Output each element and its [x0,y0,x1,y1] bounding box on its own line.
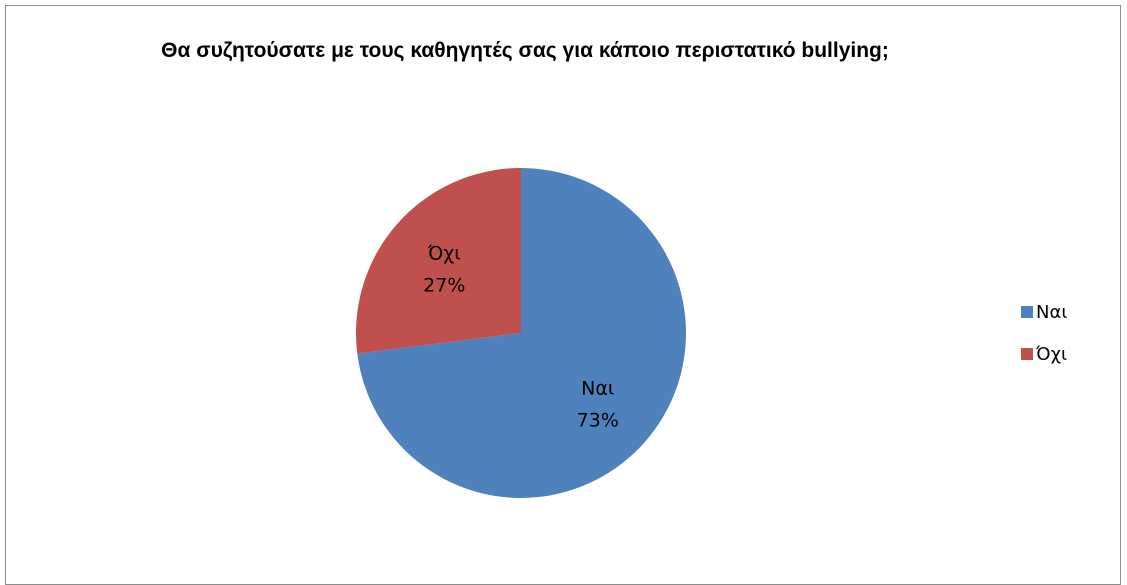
legend-swatch [1021,348,1033,360]
data-label-value: 27% [423,274,465,296]
legend-label: Ναι [1036,302,1067,323]
chart-legend: Ναι Όχι [1021,302,1067,365]
data-label-value: 73% [577,410,619,432]
legend-label: Όχι [1035,344,1067,365]
data-label-category: Ναι [581,378,614,400]
legend-swatch [1021,306,1033,318]
data-label-category: Όχι [427,242,461,264]
pie-slices [356,168,686,498]
